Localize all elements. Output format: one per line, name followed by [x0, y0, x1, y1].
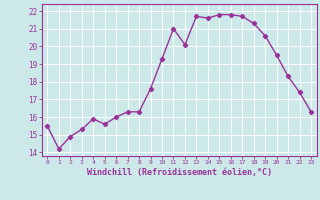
X-axis label: Windchill (Refroidissement éolien,°C): Windchill (Refroidissement éolien,°C): [87, 168, 272, 177]
